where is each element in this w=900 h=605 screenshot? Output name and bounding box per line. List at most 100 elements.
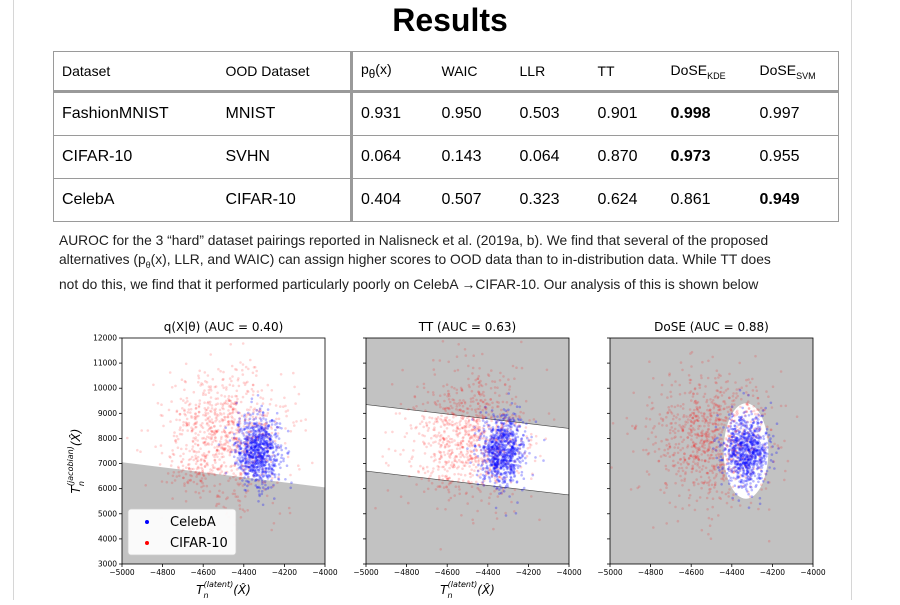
data-point — [267, 424, 270, 428]
data-point — [204, 418, 208, 422]
data-point — [270, 447, 273, 450]
data-point — [740, 449, 744, 452]
data-point — [758, 457, 762, 460]
data-point — [257, 500, 260, 503]
data-point — [230, 395, 234, 398]
data-point — [245, 436, 249, 440]
data-point — [480, 457, 483, 460]
data-point — [443, 453, 447, 457]
data-point — [237, 425, 241, 429]
data-point — [731, 435, 734, 439]
data-point — [262, 447, 266, 451]
data-point — [265, 459, 269, 463]
data-point — [752, 452, 756, 455]
data-point — [374, 506, 377, 510]
data-point — [726, 380, 730, 383]
data-point — [182, 476, 185, 480]
header-dose-svm: DoSESVM — [751, 51, 839, 93]
data-point — [254, 478, 258, 482]
data-point — [501, 434, 505, 437]
data-point — [694, 456, 698, 460]
data-point — [471, 518, 475, 522]
data-point — [497, 462, 501, 466]
data-point — [243, 419, 247, 422]
data-point — [697, 455, 700, 458]
data-point — [509, 451, 512, 454]
data-point — [513, 449, 516, 453]
data-point — [490, 409, 494, 412]
data-point — [251, 455, 254, 459]
data-point — [772, 460, 776, 463]
data-point — [255, 466, 259, 469]
data-point — [731, 454, 734, 457]
data-point — [718, 437, 722, 440]
data-point — [258, 454, 262, 458]
data-point — [477, 390, 480, 393]
data-point — [248, 422, 252, 426]
cell-svm: 0.997 — [751, 91, 839, 136]
data-point — [254, 474, 257, 478]
data-point — [764, 487, 768, 490]
data-point — [220, 455, 224, 459]
data-point — [245, 439, 249, 442]
data-point — [499, 434, 503, 438]
data-point — [243, 422, 247, 426]
data-point — [278, 512, 282, 515]
data-point — [694, 414, 698, 418]
data-point — [270, 423, 274, 426]
data-point — [194, 406, 198, 410]
data-point — [483, 458, 486, 462]
data-point — [182, 399, 185, 402]
data-point — [742, 450, 746, 454]
data-point — [249, 447, 253, 450]
data-point — [156, 401, 160, 405]
data-point — [755, 449, 758, 453]
data-point — [722, 441, 726, 445]
data-point — [453, 465, 456, 468]
data-point — [739, 422, 743, 425]
data-point — [499, 371, 502, 375]
data-point — [246, 480, 250, 483]
data-point — [446, 439, 449, 443]
data-point — [495, 420, 498, 423]
data-point — [471, 418, 474, 421]
data-point — [500, 408, 503, 412]
data-point — [749, 430, 752, 433]
data-point — [254, 456, 258, 460]
data-point — [704, 385, 707, 388]
data-point — [232, 472, 235, 475]
data-point — [709, 414, 712, 418]
data-point — [294, 402, 297, 405]
data-point — [217, 502, 221, 506]
data-point — [272, 458, 276, 462]
data-point — [257, 459, 261, 463]
data-point — [688, 378, 692, 382]
data-point — [696, 451, 699, 454]
data-point — [247, 465, 251, 469]
data-point — [262, 447, 265, 451]
data-point — [664, 464, 668, 468]
data-point — [498, 430, 502, 433]
data-point — [516, 446, 519, 450]
data-point — [714, 422, 717, 426]
data-point — [504, 424, 508, 428]
data-point — [509, 468, 512, 471]
data-point — [727, 449, 731, 452]
data-point — [740, 434, 744, 437]
data-point — [194, 454, 197, 458]
data-point — [258, 442, 261, 446]
data-point — [768, 466, 771, 469]
data-point — [747, 432, 750, 436]
data-point — [681, 407, 685, 410]
data-point — [704, 459, 707, 462]
data-point — [709, 487, 712, 491]
data-point — [185, 423, 189, 426]
data-point — [746, 443, 750, 446]
data-point — [514, 448, 518, 452]
data-point — [265, 475, 269, 478]
data-point — [732, 447, 735, 450]
data-point — [700, 481, 704, 484]
data-point — [749, 471, 753, 475]
data-point — [430, 471, 433, 475]
data-point — [470, 429, 473, 432]
